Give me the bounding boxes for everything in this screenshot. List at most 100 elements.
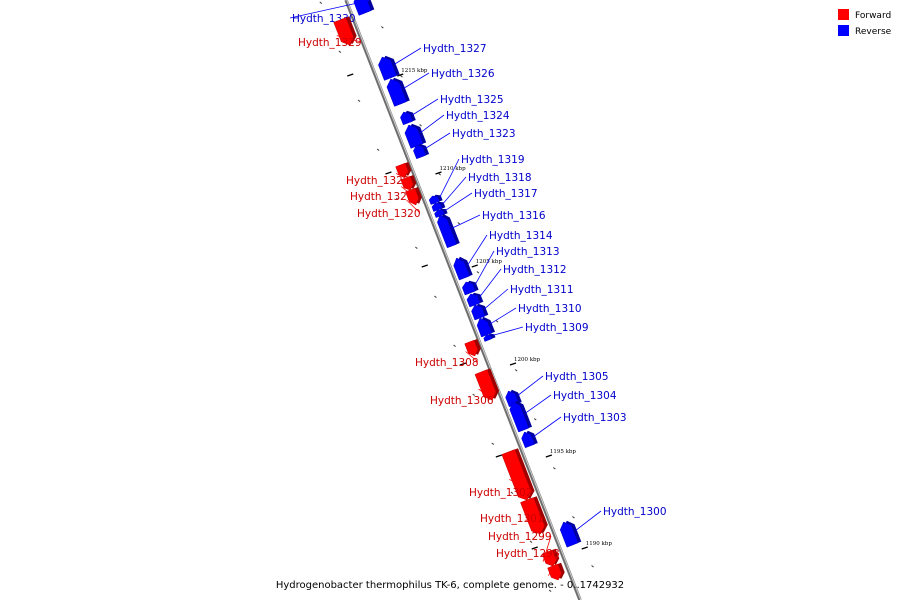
minor-ticks — [319, 1, 594, 593]
gene-label[interactable]: Hydth_1323 — [452, 128, 516, 140]
leader-line — [403, 72, 430, 89]
gene-label[interactable]: Hydth_1318 — [468, 172, 532, 184]
gene-label[interactable]: Hydth_1322 — [346, 175, 410, 187]
kbp-label: 1205 kbp — [476, 259, 503, 265]
gene-hydth-1314: Hydth_1314 — [453, 230, 553, 281]
minor-tick — [453, 344, 456, 348]
gene-label[interactable]: Hydth_1316 — [482, 210, 546, 222]
gene-arrow — [395, 162, 409, 178]
gene-hydth-1299: Hydth_1299 — [488, 531, 560, 567]
legend-forward-swatch — [838, 9, 849, 20]
minor-tick — [434, 295, 437, 299]
gene-arrow — [405, 187, 419, 206]
gene-hydth-1322: Hydth_1322 — [346, 162, 412, 187]
leader-line — [393, 47, 422, 65]
leader-line — [442, 176, 467, 205]
gene-label[interactable]: Hydth_1302 — [469, 487, 533, 499]
gene-hydth-1327: Hydth_1327 — [378, 43, 487, 81]
genome-caption: Hydrogenobacter thermophilus TK-6, compl… — [276, 580, 624, 591]
gene-arrow — [559, 521, 579, 548]
minor-tick — [572, 516, 575, 519]
major-tick — [509, 362, 517, 366]
minor-tick — [514, 369, 518, 372]
gene-arrow — [333, 17, 354, 46]
gene-label[interactable]: Hydth_1310 — [518, 303, 582, 315]
gene-hydth-1298: Hydth_1298 — [496, 548, 565, 581]
gene-hydth-1300: Hydth_1300 — [559, 506, 667, 548]
gene-arrow — [521, 431, 535, 449]
gene-label[interactable]: Hydth_1319 — [461, 154, 525, 166]
minor-tick — [495, 320, 499, 323]
gene-arrow — [413, 144, 427, 160]
gene-hydth-1302: Hydth_1302 — [469, 448, 535, 501]
kbp-ruler: 1215 kbp 1210 kbp 1205 kbp 1200 kbp 1195 kbp… — [347, 68, 612, 550]
gene-label[interactable]: Hydth_1300 — [603, 506, 667, 518]
major-tick — [435, 171, 442, 175]
gene-label[interactable]: Hydth_1306 — [430, 395, 494, 407]
gene-label[interactable]: Hydth_1309 — [525, 322, 589, 334]
minor-tick — [552, 467, 556, 470]
gene-hydth-1321: Hydth_1321 — [350, 175, 417, 203]
gene-label[interactable]: Hydth_1308 — [415, 357, 479, 369]
minor-tick — [591, 565, 594, 568]
leader-line — [336, 35, 362, 43]
gene-hydth-1301: Hydth_1301 — [480, 496, 548, 535]
gene-label[interactable]: Hydth_1313 — [496, 246, 560, 258]
gene-label[interactable]: Hydth_1305 — [545, 371, 609, 383]
gene-arrow — [400, 111, 413, 126]
gene-label[interactable]: Hydth_1314 — [489, 230, 553, 242]
gene-arrow — [520, 497, 545, 535]
leader-line — [525, 517, 544, 521]
leader-line — [474, 250, 495, 285]
major-tick — [459, 362, 467, 366]
gene-label[interactable]: Hydth_1327 — [423, 43, 487, 55]
leader-line — [465, 351, 479, 363]
gene-label[interactable]: Hydth_1325 — [440, 94, 504, 106]
gene-hydth-1319: Hydth_1319 — [428, 154, 525, 205]
gene-label[interactable]: Hydth_1299 — [488, 531, 552, 543]
minor-tick — [414, 246, 418, 250]
legend-reverse-swatch — [838, 25, 849, 36]
major-tick — [495, 454, 503, 458]
gene-label[interactable]: Hydth_1317 — [474, 188, 538, 200]
gene-hydth-1317: Hydth_1317 — [434, 188, 538, 218]
minor-tick — [419, 124, 422, 127]
gene-label[interactable]: Hydth_1320 — [357, 208, 421, 220]
leader-line — [517, 375, 544, 396]
gene-label[interactable]: Hydth_1298 — [496, 548, 560, 560]
leader-line — [524, 394, 552, 414]
gene-label[interactable]: Hydth_1329 — [298, 37, 362, 49]
gene-label[interactable]: Hydth_1324 — [446, 110, 510, 122]
gene-arrow — [378, 56, 397, 81]
leader-line — [533, 416, 562, 437]
gene-label[interactable]: Hydth_1326 — [431, 68, 495, 80]
minor-tick — [338, 50, 342, 54]
gene-hydth-1326: Hydth_1326 — [386, 68, 495, 107]
gene-label[interactable]: Hydth_1303 — [563, 412, 627, 424]
leader-line — [420, 114, 445, 133]
gene-hydth-1316: Hydth_1316 — [437, 210, 546, 249]
gene-hydth-1309: Hydth_1309 — [483, 322, 589, 342]
legend-forward-label: Forward — [855, 11, 891, 21]
major-tick — [385, 171, 392, 175]
gene-label[interactable]: Hydth_1304 — [553, 390, 617, 402]
minor-tick — [491, 442, 495, 446]
minor-tick — [438, 173, 442, 176]
minor-tick — [533, 418, 537, 421]
leader-line — [479, 268, 502, 298]
minor-tick — [380, 26, 384, 29]
gene-hydth-1304: Hydth_1304 — [509, 390, 617, 433]
minor-tick — [376, 148, 380, 152]
gene-hydth-1320: Hydth_1320 — [357, 187, 422, 220]
gene-label[interactable]: Hydth_1321 — [350, 191, 414, 203]
leader-line — [575, 510, 602, 531]
gene-arrow — [453, 257, 470, 281]
gene-label[interactable]: Hydth_1301 — [480, 513, 544, 525]
gene-label[interactable]: Hydth_1312 — [503, 264, 567, 276]
gene-arrow — [509, 401, 530, 433]
gene-label[interactable]: Hydth_1311 — [510, 284, 574, 296]
gene-hydth-1308: Hydth_1308 — [415, 339, 481, 369]
leader-line — [425, 132, 451, 149]
kbp-label: 1215 kbp — [401, 68, 428, 74]
gene-arrow — [483, 334, 493, 342]
